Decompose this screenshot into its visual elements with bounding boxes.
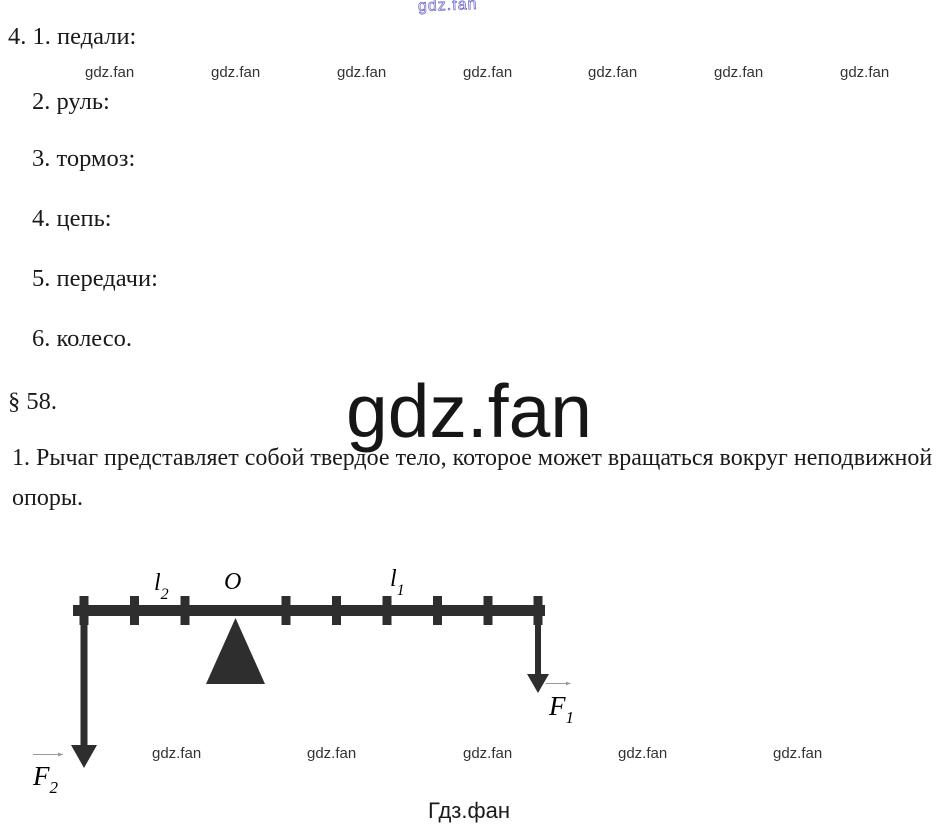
svg-text:O: O bbox=[224, 569, 241, 595]
svg-text:F2: F2 bbox=[32, 761, 59, 797]
svg-text:l1: l1 bbox=[390, 566, 405, 599]
svg-text:F1: F1 bbox=[548, 691, 574, 727]
svg-text:l2: l2 bbox=[154, 570, 169, 603]
